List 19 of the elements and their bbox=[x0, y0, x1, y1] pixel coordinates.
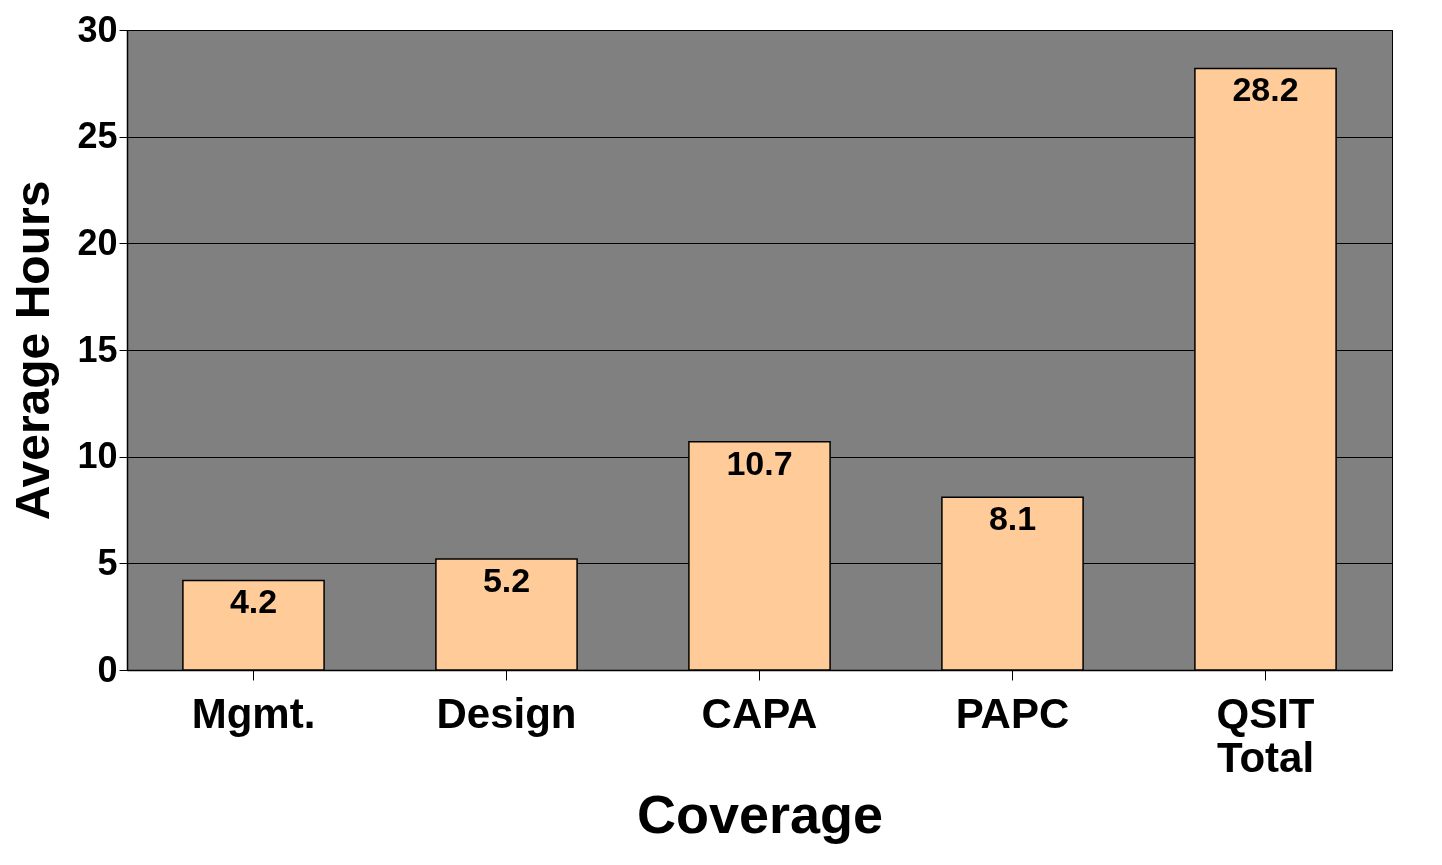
y-tick-label: 5 bbox=[97, 541, 118, 583]
x-tick-label: Mgmt. bbox=[191, 689, 316, 737]
data-label: 10.7 bbox=[726, 443, 793, 482]
x-tick-label: PAPC bbox=[955, 689, 1070, 737]
data-label: 4.2 bbox=[229, 582, 278, 621]
x-tick-label: QSIT Total bbox=[1216, 689, 1315, 781]
y-tick-label: 25 bbox=[77, 115, 118, 157]
y-tick-label: 10 bbox=[77, 435, 118, 477]
data-label: 5.2 bbox=[482, 561, 531, 600]
y-tick-label: 0 bbox=[97, 648, 118, 690]
y-axis-title: Average Hours bbox=[6, 180, 60, 521]
data-label: 28.2 bbox=[1232, 70, 1299, 109]
x-axis-title: Coverage bbox=[636, 783, 884, 844]
y-tick-label: 20 bbox=[77, 221, 118, 263]
x-tick-label: Design bbox=[436, 689, 577, 737]
y-tick-label: 15 bbox=[77, 328, 118, 370]
data-label: 8.1 bbox=[988, 499, 1037, 538]
y-tick-label: 30 bbox=[77, 8, 118, 50]
x-tick-label: CAPA bbox=[701, 689, 818, 737]
